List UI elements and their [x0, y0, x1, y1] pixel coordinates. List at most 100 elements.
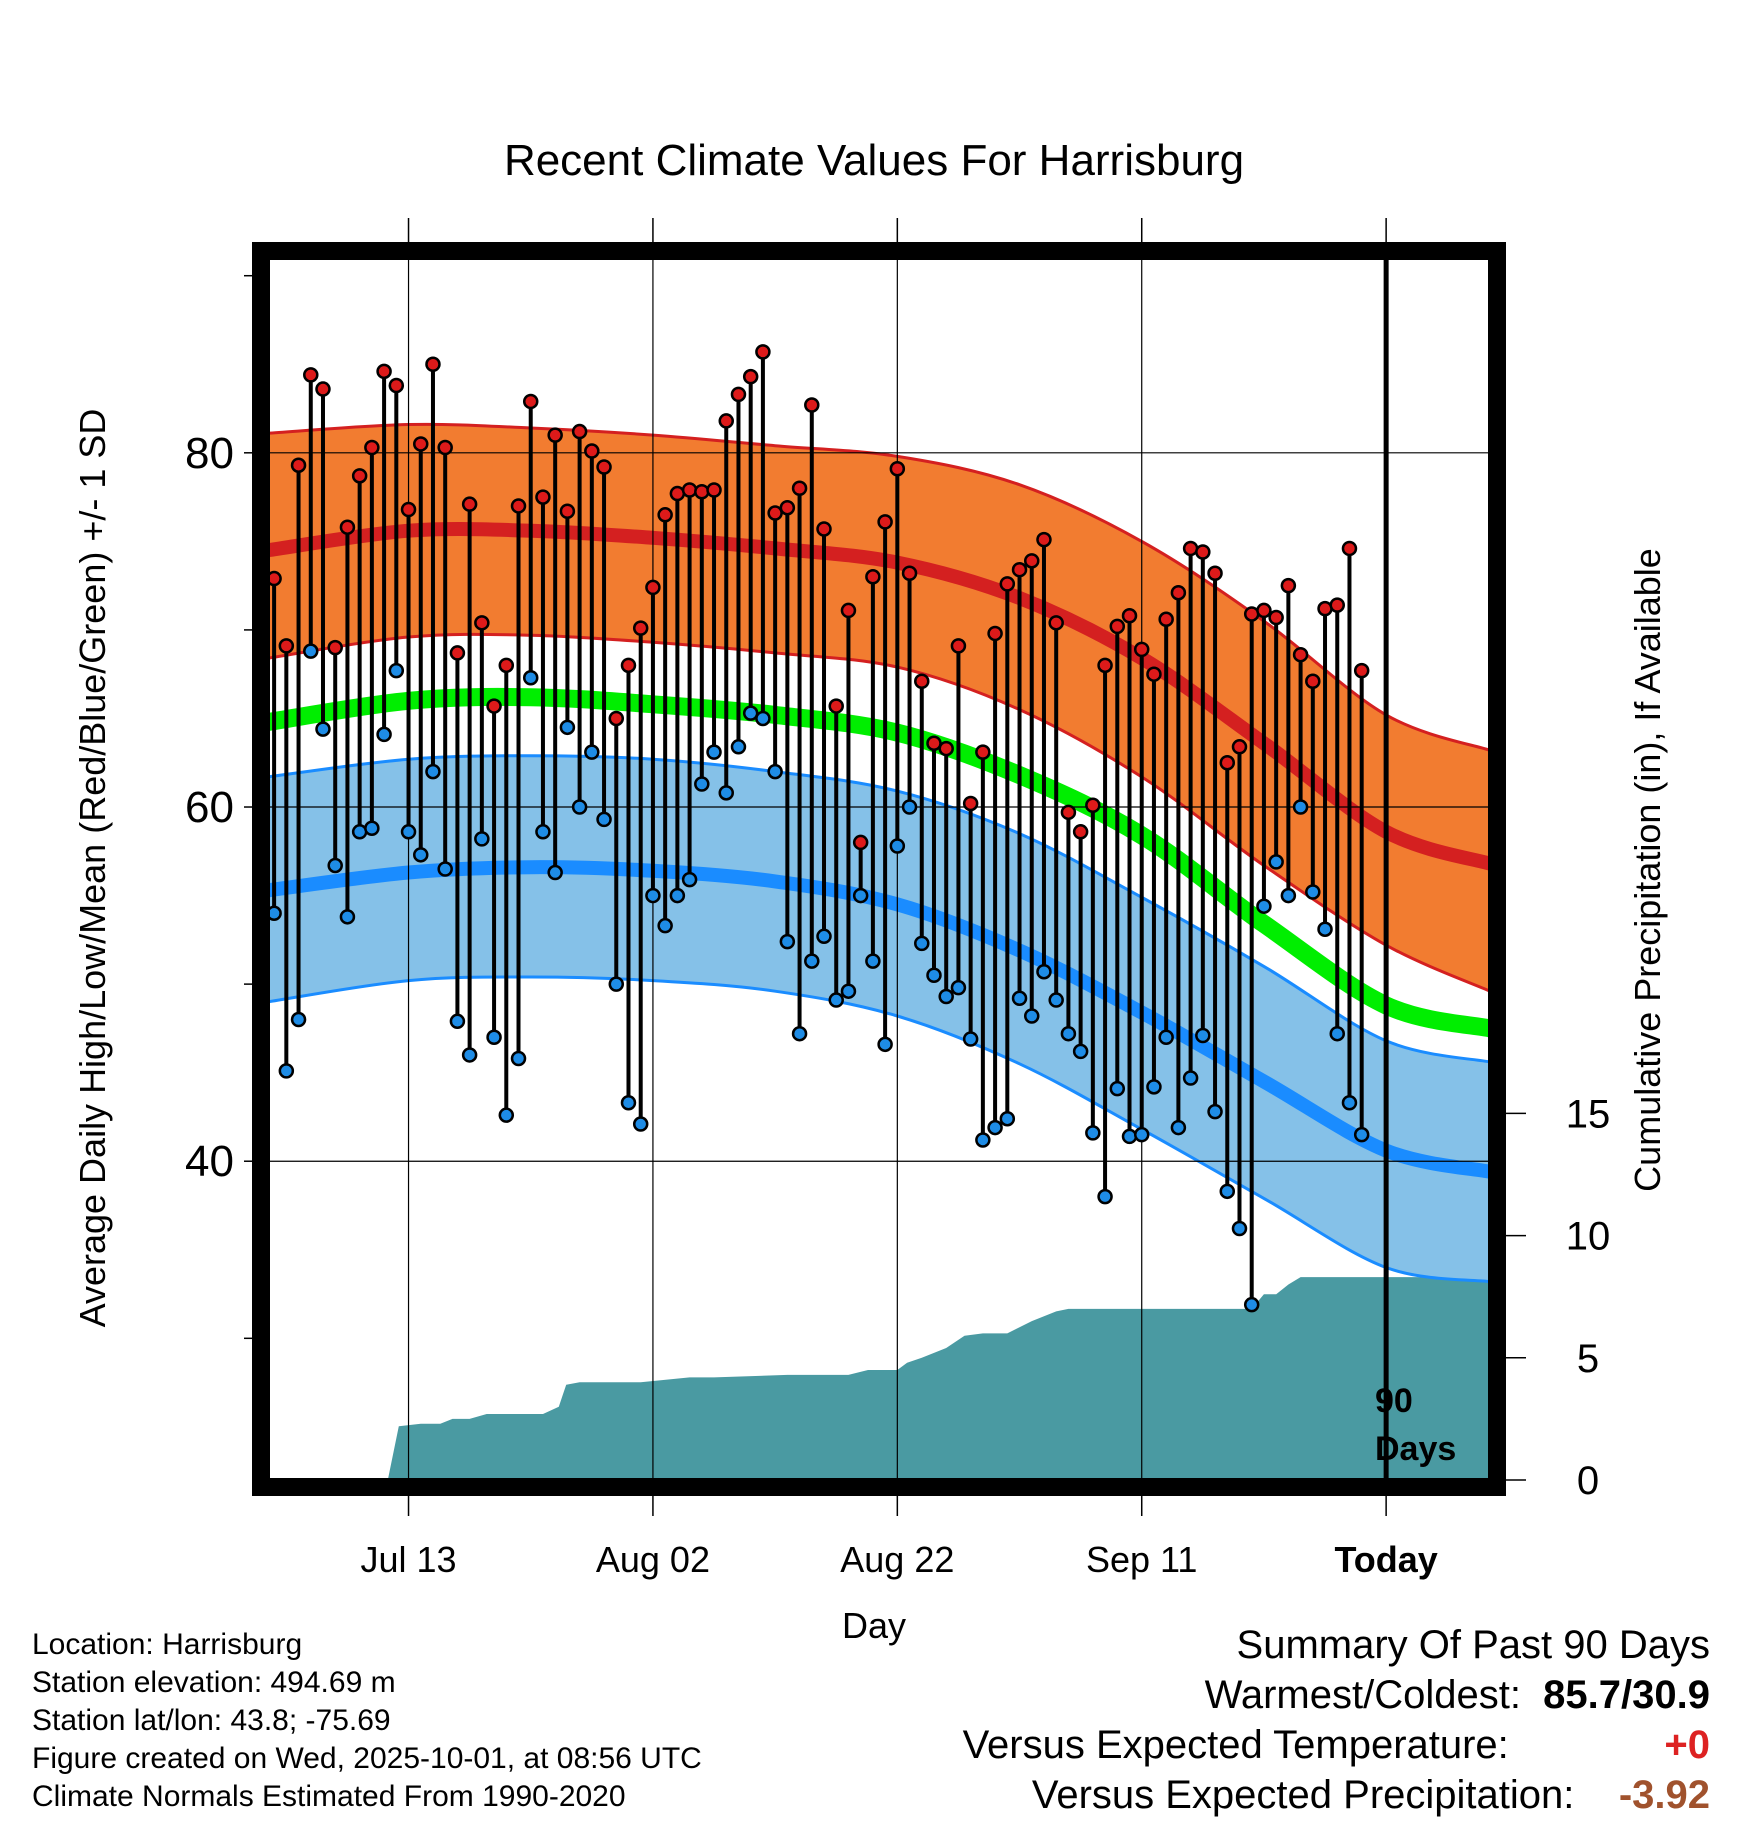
daily-high-point — [547, 427, 563, 443]
daily-low-point — [926, 967, 942, 984]
daily-low-point — [804, 953, 820, 969]
precip-area — [387, 1277, 1490, 1480]
x-tick-label: Sep 11 — [1086, 1539, 1197, 1580]
daily-high-point — [865, 569, 881, 585]
daily-low-point — [620, 1095, 637, 1111]
daily-low-point — [755, 710, 771, 727]
daily-high-point — [413, 436, 429, 452]
daily-high-point — [620, 657, 637, 674]
daily-high-point — [437, 439, 453, 456]
daily-low-point — [364, 820, 380, 837]
daily-high-point — [1305, 673, 1321, 690]
daily-high-point — [498, 657, 515, 674]
daily-low-point — [327, 857, 343, 874]
daily-high-point — [1109, 618, 1126, 635]
daily-low-point — [1085, 1125, 1101, 1141]
y-tick-label: 40 — [185, 1137, 234, 1186]
daily-high-point — [877, 514, 893, 530]
daily-low-point — [938, 988, 954, 1005]
daily-high-point — [1085, 797, 1101, 813]
daily-low-point — [486, 1029, 502, 1045]
summary-panel: Summary Of Past 90 Days Warmest/Coldest:… — [963, 1620, 1710, 1820]
daily-low-point — [1182, 1070, 1199, 1086]
daily-low-point — [510, 1050, 527, 1067]
daily-high-point — [1195, 544, 1211, 560]
daily-low-point — [718, 785, 734, 801]
daily-low-point — [1036, 963, 1052, 980]
daily-high-point — [694, 484, 710, 500]
daily-high-point — [1353, 662, 1370, 679]
daily-low-point — [535, 824, 551, 840]
precip-label: Versus Expected Precipitation: — [1031, 1773, 1575, 1817]
daily-low-point — [547, 864, 563, 881]
daily-high-point — [1121, 607, 1138, 624]
daily-high-point — [449, 645, 466, 661]
daily-high-point — [1158, 611, 1174, 628]
daily-low-point — [1011, 990, 1028, 1007]
temp-row: Versus Expected Temperature: +0 — [963, 1720, 1710, 1770]
chart-title: Recent Climate Values For Harrisburg — [504, 136, 1244, 185]
daily-low-point — [1133, 1126, 1150, 1143]
daily-high-point — [522, 393, 539, 410]
daily-low-point — [1329, 1025, 1345, 1042]
daily-high-point — [339, 519, 356, 535]
daily-low-point — [914, 935, 930, 952]
daily-high-point — [816, 521, 832, 537]
low-sd-band — [268, 755, 1490, 1282]
daily-low-point — [742, 705, 759, 721]
daily-low-point — [1292, 799, 1309, 815]
daily-high-point — [400, 501, 417, 518]
daily-high-point — [388, 377, 405, 394]
daily-high-point — [425, 356, 441, 373]
daily-low-point — [1072, 1043, 1089, 1060]
station-info: Location: Harrisburg Station elevation: … — [32, 1626, 702, 1816]
daily-high-point — [1072, 824, 1089, 840]
daily-low-point — [657, 917, 673, 934]
daily-high-point — [975, 744, 991, 760]
precip-value: -3.92 — [1618, 1773, 1710, 1817]
daily-high-point — [559, 503, 576, 520]
daily-low-point — [987, 1119, 1003, 1136]
daily-low-point — [1231, 1220, 1248, 1237]
daily-low-point — [975, 1132, 991, 1148]
created-text: Figure created on Wed, 2025-10-01, at 08… — [32, 1742, 702, 1775]
location-text: Location: Harrisburg — [32, 1628, 303, 1661]
daily-low-point — [1060, 1025, 1077, 1042]
daily-high-point — [1011, 561, 1028, 578]
daily-high-point — [303, 367, 319, 383]
x-tick-label: Aug 02 — [596, 1539, 710, 1580]
daily-low-point — [1024, 1008, 1040, 1024]
daily-low-point — [461, 1047, 478, 1063]
daily-high-point — [632, 620, 649, 636]
daily-low-point — [1109, 1080, 1126, 1097]
daily-high-point — [1231, 739, 1248, 755]
daily-high-point — [461, 496, 478, 512]
daily-low-point — [400, 824, 417, 840]
normals-text: Climate Normals Estimated From 1990-2020 — [32, 1780, 626, 1813]
daily-high-point — [364, 439, 380, 456]
daily-low-point — [584, 744, 600, 760]
plot-frame — [252, 242, 1506, 1496]
daily-high-point — [1048, 615, 1064, 631]
daily-low-point — [706, 744, 722, 760]
daily-high-point — [376, 363, 392, 380]
daily-low-point — [1170, 1119, 1187, 1136]
daily-high-point — [571, 423, 588, 440]
warmest-label: Warmest/Coldest: — [1204, 1673, 1521, 1717]
daily-high-point — [938, 740, 954, 757]
daily-high-point — [315, 381, 331, 397]
daily-high-point — [742, 368, 759, 385]
daily-high-point — [1133, 641, 1150, 658]
daily-low-point — [632, 1116, 649, 1132]
daily-high-point — [1268, 609, 1284, 626]
daily-low-point — [474, 831, 490, 847]
daily-low-point — [1268, 854, 1284, 870]
daily-high-point — [1280, 577, 1297, 594]
daily-high-point — [1329, 597, 1345, 613]
y2-tick-label: 0 — [1577, 1459, 1599, 1503]
daily-low-point — [1121, 1128, 1138, 1145]
high-sd-band — [268, 424, 1490, 992]
daily-high-point — [327, 639, 343, 656]
daily-high-point — [1170, 584, 1187, 601]
temp-value: +0 — [1664, 1723, 1710, 1767]
